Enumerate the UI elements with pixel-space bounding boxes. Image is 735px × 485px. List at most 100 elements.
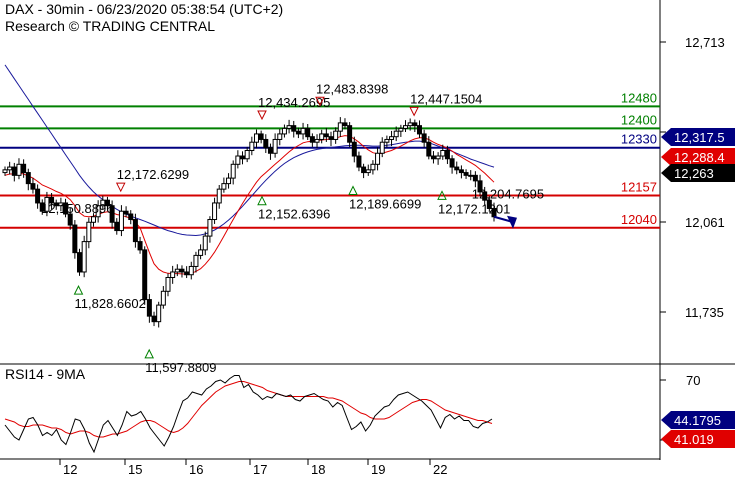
candle-body — [63, 202, 69, 215]
candle-body — [430, 155, 436, 160]
annotation-label: 12,189.6699 — [349, 196, 421, 211]
candle-body — [351, 141, 357, 157]
time-tick-label: 15 — [128, 462, 142, 477]
candle-body — [300, 127, 306, 135]
price-tag-label: 12,317.5 — [674, 130, 725, 145]
candle-body — [198, 249, 204, 256]
slow-moving-average — [4, 64, 495, 237]
rsi-tags: 44.1795 41.019 — [661, 411, 735, 448]
candle-body — [361, 166, 367, 174]
candle-body — [472, 174, 478, 182]
swing-high-marker — [409, 106, 419, 117]
candle-body — [319, 133, 325, 140]
candle-body — [30, 183, 36, 190]
candle-body — [412, 122, 418, 127]
chart-source: Research © TRADING CENTRAL — [5, 18, 215, 34]
candle-body — [449, 158, 455, 168]
candle-body — [337, 122, 343, 132]
candle-body — [416, 125, 422, 135]
candle-body — [240, 155, 246, 160]
projection-arrow — [493, 215, 517, 229]
price-tick-label: 11,735 — [685, 305, 724, 320]
candle-body — [118, 210, 124, 232]
level-label-12480: 12480 — [621, 90, 657, 105]
candle-body — [356, 155, 362, 168]
candle-body — [123, 210, 129, 215]
candle-body — [277, 133, 283, 140]
candle-body — [179, 268, 185, 273]
candle-body — [221, 183, 227, 190]
swing-low-marker — [437, 190, 447, 200]
ma-slow-line — [4, 64, 495, 237]
candle-body — [170, 271, 176, 278]
time-tick-label: 16 — [189, 462, 203, 477]
candle-body — [184, 271, 190, 276]
price-tag-box — [661, 164, 735, 182]
time-tick-label: 18 — [311, 462, 325, 477]
candle-body — [49, 196, 55, 204]
candle-body — [212, 202, 218, 221]
candle-body — [393, 130, 399, 138]
candle-body — [100, 199, 106, 207]
rsi-tag-label: 44.1795 — [674, 413, 721, 428]
candle-body — [258, 133, 264, 140]
rsi-panel — [4, 375, 493, 454]
candle-body — [314, 138, 320, 143]
swing-high-marker — [315, 96, 325, 107]
annotation-label: 12,172.6299 — [117, 167, 189, 182]
candle-body — [398, 127, 404, 132]
candle-body — [426, 141, 432, 157]
candle-body — [435, 155, 441, 160]
chart-title: DAX - 30min - 06/23/2020 05:38:54 (UTC+2… — [5, 1, 283, 17]
price-tick-label: 12,061 — [685, 215, 725, 230]
candle-body — [160, 290, 166, 306]
time-tick-label: 19 — [371, 462, 385, 477]
annotation-label: 12,483.8398 — [316, 81, 388, 96]
swing-high-marker — [257, 110, 267, 121]
candle-body — [407, 122, 413, 127]
candle-body — [53, 202, 59, 207]
rsi-title: RSI14 - 9MA — [5, 366, 86, 382]
annotation-label: 12,447.1504 — [410, 91, 482, 106]
price-tag-box — [661, 128, 735, 146]
price-bars — [2, 117, 497, 328]
swing-low-marker — [348, 185, 358, 195]
candle-body — [216, 188, 222, 204]
candle-body — [295, 130, 301, 135]
price-tag-box — [661, 148, 735, 166]
candle-body — [128, 213, 134, 221]
candle-body — [67, 213, 73, 226]
annotation-label: 12,150.8896 — [41, 201, 113, 216]
candle-body — [468, 174, 474, 177]
candle-body — [342, 122, 348, 127]
candle-body — [365, 169, 371, 174]
arrow-head — [507, 215, 517, 229]
candle-body — [486, 199, 492, 209]
candle-body — [21, 163, 27, 174]
price-tick-label: 12,713 — [685, 35, 725, 50]
horizontal-levels: 12480 12400 12330 12157 12040 — [0, 90, 660, 229]
annotation-label: 11,828.6602 — [75, 296, 146, 311]
candle-body — [7, 166, 13, 171]
candle-body — [72, 224, 78, 254]
rsi-line — [4, 375, 493, 454]
swing-low-marker — [144, 348, 155, 359]
candle-body — [370, 163, 376, 171]
annotation-label: 12,434.2695 — [258, 95, 330, 110]
candle-body — [281, 127, 287, 135]
candle-body — [58, 202, 64, 207]
candle-body — [305, 127, 311, 138]
rsi-tag-box — [661, 411, 735, 429]
candle-body — [244, 149, 250, 160]
candle-body — [263, 138, 269, 149]
candle-body — [421, 133, 427, 143]
candle-body — [379, 141, 385, 154]
level-label-12400: 12400 — [621, 112, 657, 127]
rsi-tag-box — [661, 430, 735, 448]
level-label-12330: 12330 — [621, 132, 657, 147]
candle-body — [137, 241, 143, 251]
candle-body — [384, 138, 390, 143]
candle-body — [39, 202, 45, 212]
